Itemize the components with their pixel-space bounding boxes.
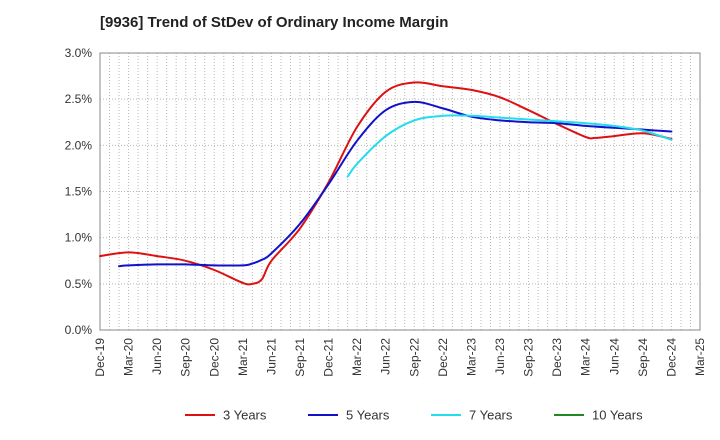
y-tick-label: 2.5% xyxy=(65,92,93,106)
series-line-7-years xyxy=(346,114,673,178)
x-tick-label: Dec-24 xyxy=(664,338,678,377)
y-tick-label: 3.0% xyxy=(65,46,93,60)
x-tick-label: Sep-20 xyxy=(179,338,193,377)
x-tick-label: Jun-23 xyxy=(493,338,507,375)
x-tick-label: Sep-23 xyxy=(522,338,536,377)
x-tick-label: Dec-21 xyxy=(322,338,336,377)
axis-layer: 0.0% 0.5% 1.0% 1.5% 2.0% 2.5% 3.0% Dec-19 Mar-20… xyxy=(65,46,707,377)
x-tick-label: Sep-24 xyxy=(636,338,650,377)
series-line-5-years xyxy=(118,100,673,268)
x-tick-label: Jun-22 xyxy=(379,338,393,375)
x-tick-label: Jun-21 xyxy=(264,338,278,375)
chart-title: [9936] Trend of StDev of Ordinary Income… xyxy=(100,14,449,31)
plot-frame xyxy=(99,52,701,331)
y-tick-label: 1.5% xyxy=(65,185,93,199)
series-layer xyxy=(99,81,673,286)
x-tick-label: Dec-20 xyxy=(207,338,221,377)
legend-label-10-years: 10 Years xyxy=(592,408,643,423)
x-tick-label: Sep-21 xyxy=(293,338,307,377)
y-tick-label: 1.0% xyxy=(65,231,93,245)
x-tick-label: Mar-20 xyxy=(122,338,136,376)
x-tick-label: Sep-22 xyxy=(407,338,421,377)
y-tick-label: 0.5% xyxy=(65,277,93,291)
x-tick-label: Dec-22 xyxy=(436,338,450,377)
x-tick-label: Mar-24 xyxy=(579,338,593,376)
x-tick-label: Mar-22 xyxy=(350,338,364,376)
y-tick-label: 2.0% xyxy=(65,138,93,152)
x-tick-label: Dec-19 xyxy=(93,338,107,377)
legend-label-5-years: 5 Years xyxy=(346,408,390,423)
x-tick-label: Dec-23 xyxy=(550,338,564,377)
legend-label-3-years: 3 Years xyxy=(223,408,267,423)
x-tick-label: Mar-21 xyxy=(236,338,250,376)
grid-layer xyxy=(100,52,700,330)
legend: 3 Years 5 Years 7 Years 10 Years xyxy=(185,408,643,423)
series-line-3-years xyxy=(99,81,673,286)
y-tick-label: 0.0% xyxy=(65,323,93,337)
legend-label-7-years: 7 Years xyxy=(469,408,513,423)
x-tick-label: Jun-24 xyxy=(607,338,621,375)
x-tick-label: Mar-25 xyxy=(693,338,707,376)
x-tick-label: Jun-20 xyxy=(150,338,164,375)
x-tick-label: Mar-23 xyxy=(464,338,478,376)
